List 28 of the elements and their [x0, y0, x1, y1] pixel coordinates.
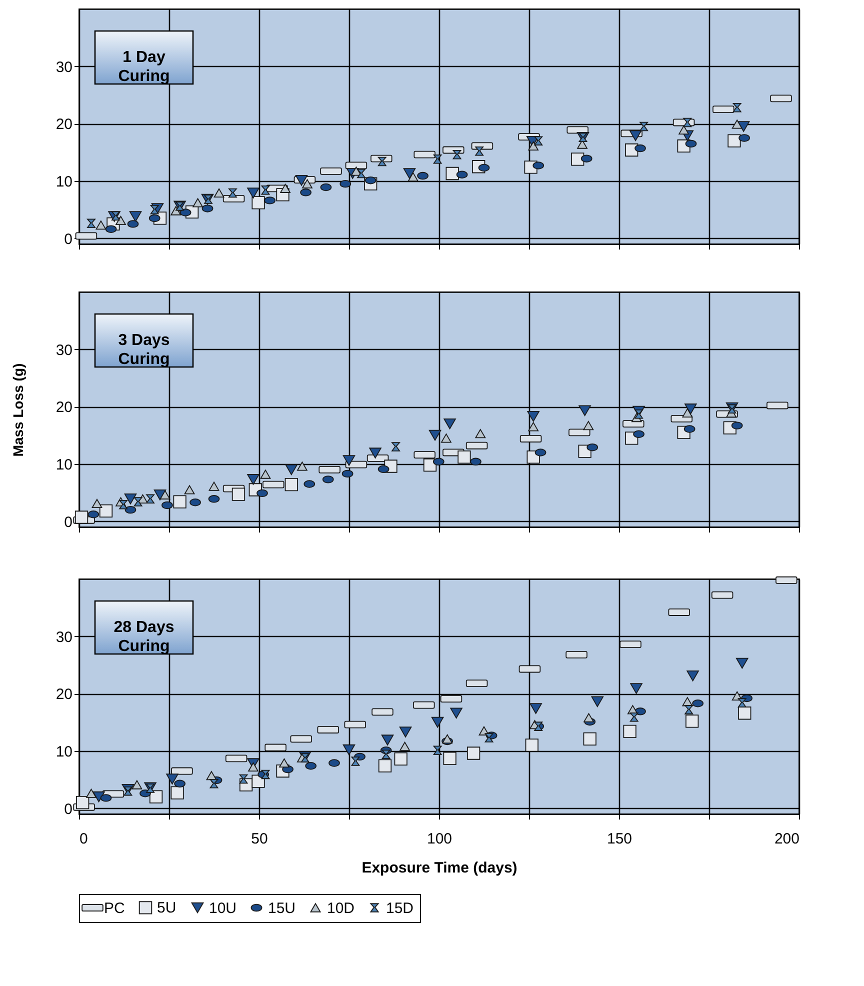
legend-label: PC [104, 900, 126, 917]
annotation: 1 Day Curing [118, 49, 170, 85]
x-tick-label: 50 [251, 830, 268, 848]
y-tick-label: 0 [64, 800, 72, 818]
legend-label: 15D [386, 900, 414, 917]
y-tick-label: 30 [56, 628, 72, 646]
legend-label: 15U [268, 900, 296, 917]
y-tick-label: 20 [56, 399, 72, 416]
x-tick-label: 0 [80, 830, 88, 848]
y-tick-label: 10 [56, 743, 72, 760]
legend-label: 10D [327, 900, 355, 917]
y-tick-label: 10 [56, 173, 72, 190]
legend-label: 10U [209, 900, 237, 917]
legend-label: 5U [157, 900, 176, 917]
annotation: 28 Days Curing [114, 619, 174, 655]
y-tick-label: 30 [56, 58, 72, 76]
y-tick-label: 20 [56, 116, 72, 134]
y-axis-title: Mass Loss (g) [10, 363, 26, 457]
x-tick-label: 200 [774, 830, 800, 848]
annotation: 3 Days Curing [118, 332, 170, 368]
y-tick-label: 0 [64, 514, 72, 531]
y-tick-label: 30 [56, 342, 72, 359]
x-tick-label: 100 [426, 830, 452, 848]
y-tick-label: 20 [56, 686, 72, 704]
y-tick-label: 0 [64, 230, 72, 248]
y-tick-label: 10 [56, 456, 72, 474]
x-tick-label: 150 [606, 830, 632, 848]
x-axis-title: Exposure Time (days) [362, 860, 518, 876]
